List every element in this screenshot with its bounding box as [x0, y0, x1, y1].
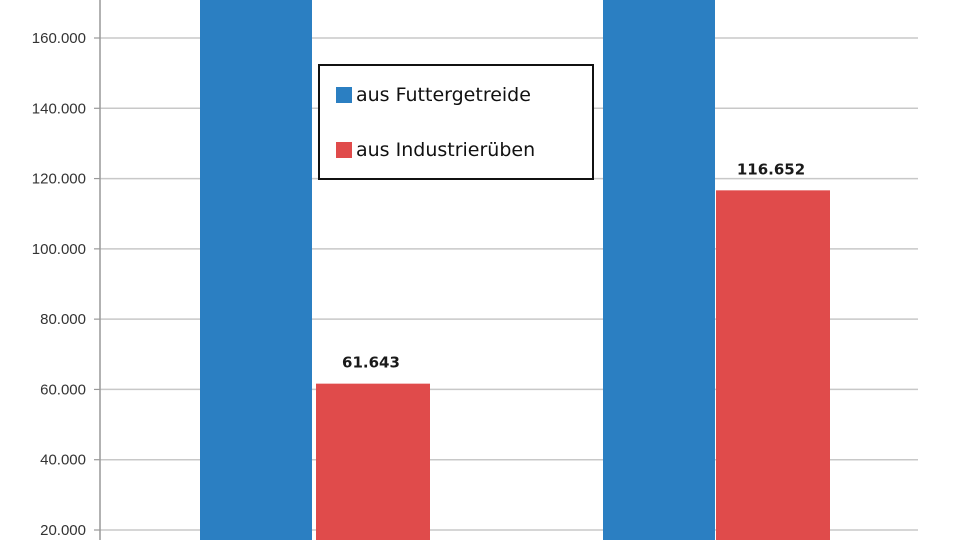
y-axis-tick-label: 20.000: [40, 522, 86, 539]
y-axis-tick-label: 140.000: [32, 100, 86, 117]
y-axis-tick-label: 160.000: [32, 30, 86, 47]
legend-swatch-industrieruben: [336, 142, 352, 158]
legend-item-industrieruben: aus Industrierüben: [336, 139, 535, 161]
data-label-industrieruben: 61.643: [342, 354, 400, 372]
chart-legend: aus Futtergetreide aus Industrierüben: [318, 64, 594, 180]
bar-futtergetreide: [200, 0, 312, 540]
bar-futtergetreide: [603, 0, 715, 540]
legend-label-futtergetreide: aus Futtergetreide: [356, 84, 531, 106]
legend-item-futtergetreide: aus Futtergetreide: [336, 84, 531, 106]
y-axis-tick-label: 80.000: [40, 311, 86, 328]
legend-swatch-futtergetreide: [336, 87, 352, 103]
legend-label-industrieruben: aus Industrierüben: [356, 139, 536, 161]
y-axis-tick-label: 60.000: [40, 381, 86, 398]
bar-industrieruben: [316, 383, 430, 540]
data-label-industrieruben: 116.652: [737, 160, 805, 178]
y-axis-tick-label: 100.000: [32, 241, 86, 258]
y-axis-tick-label: 40.000: [40, 452, 86, 469]
bar-industrieruben: [716, 190, 830, 540]
y-axis-tick-label: 120.000: [32, 171, 86, 188]
